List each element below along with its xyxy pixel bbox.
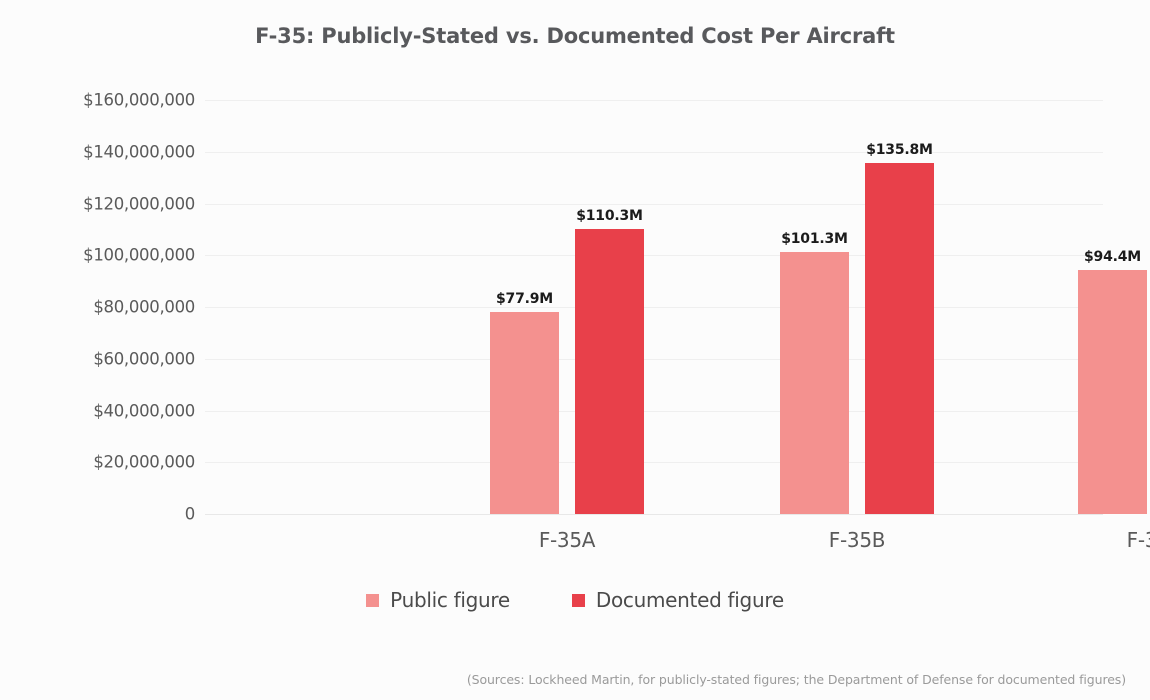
gridline: [205, 358, 1103, 360]
legend-swatch-icon: [366, 593, 380, 607]
gridline: [205, 514, 1103, 515]
y-tick-label: $100,000,000: [83, 245, 195, 265]
legend-label: Public figure: [390, 588, 510, 612]
y-axis: 0 $20,000,000 $40,000,000 $60,000,000 $80,00…: [35, 91, 195, 524]
gridline: [205, 255, 1103, 257]
bar-f-35c-public-figure[interactable]: $94.4M: [1078, 249, 1147, 514]
gridline: [205, 307, 1103, 308]
bar-value-label: $101.3M: [781, 230, 848, 247]
y-tick-label: $20,000,000: [93, 452, 195, 472]
x-tick-label-f-35a: F-35A: [538, 528, 596, 552]
gridline: [205, 151, 1103, 153]
y-tick-label: $60,000,000: [93, 349, 195, 369]
legend-item-documented-figure[interactable]: Documented figure: [571, 588, 784, 612]
source-note: (Sources: Lockheed Martin, for publicly-…: [466, 672, 1126, 687]
bar-f-35b-documented-figure[interactable]: $135.8M: [865, 142, 934, 514]
gridline: [205, 462, 1103, 464]
bar-value-label: $110.3M: [576, 207, 643, 224]
bar-value-label: $135.8M: [866, 141, 933, 158]
y-tick-label: $140,000,000: [83, 142, 195, 162]
gridline: [205, 203, 1103, 205]
y-tick-label: $80,000,000: [93, 297, 195, 317]
bar-f-35b-public-figure[interactable]: $101.3M: [780, 231, 849, 514]
gridline: [205, 100, 1103, 101]
y-tick-label: $120,000,000: [83, 194, 195, 213]
y-tick-label: $40,000,000: [93, 401, 195, 420]
y-tick-label: $160,000,000: [83, 90, 195, 110]
bar-value-label: $77.9M: [495, 291, 554, 308]
plot-area: $77.9M$110.3M$101.3M$135.8M$94.4M$117.3M: [205, 100, 1147, 515]
y-tick-label: 0: [184, 504, 196, 524]
legend-item-public-figure[interactable]: Public figure: [366, 588, 510, 612]
bar-f-35a-public-figure[interactable]: $77.9M: [490, 291, 559, 514]
x-tick-label-f-35c: F-35C: [1126, 528, 1150, 552]
x-tick-label-f-35b: F-35B: [828, 528, 886, 552]
bar-value-label: $94.4M: [1083, 248, 1142, 265]
chart-legend: Public figure Documented figure: [0, 588, 1150, 612]
legend-swatch-icon: [571, 593, 585, 607]
legend-label: Documented figure: [595, 588, 784, 612]
chart-title: F-35: Publicly-Stated vs. Documented Cos…: [255, 24, 895, 48]
bar-f-35a-documented-figure[interactable]: $110.3M: [575, 208, 644, 514]
gridline: [205, 410, 1103, 412]
